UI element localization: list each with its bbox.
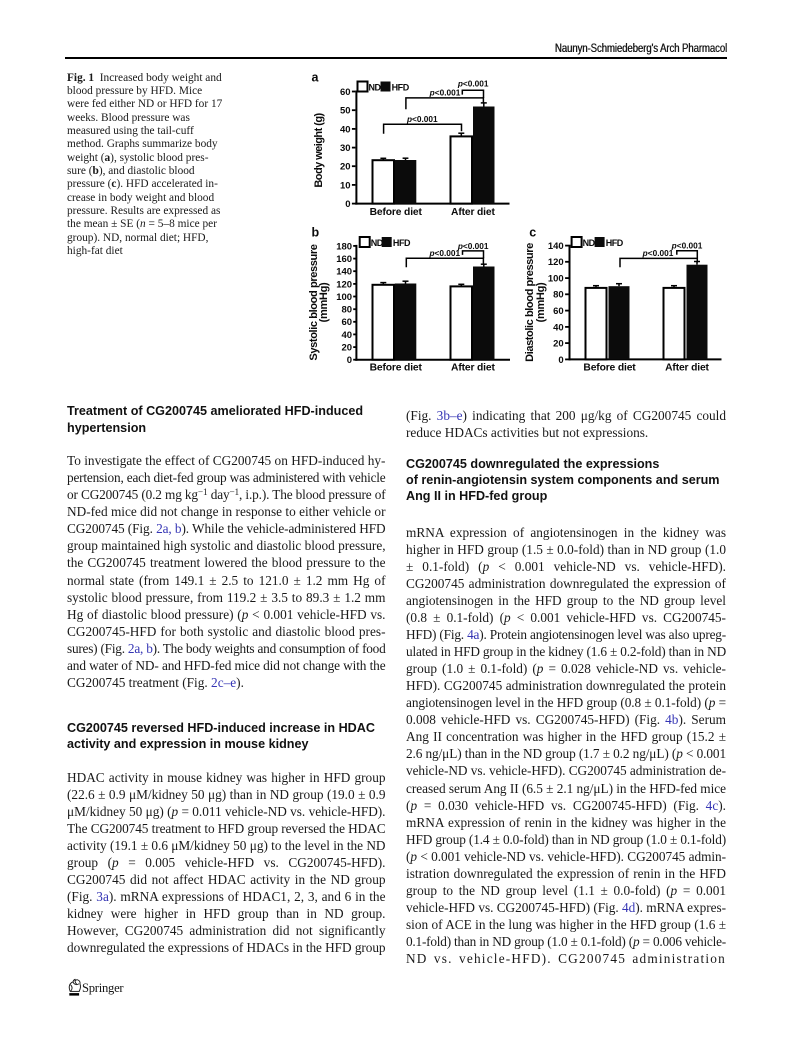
svg-text:80: 80 [342, 305, 353, 316]
svg-text:40: 40 [342, 330, 353, 341]
svg-text:HFD: HFD [392, 83, 410, 93]
svg-text:After diet: After diet [451, 362, 495, 373]
svg-text:40: 40 [340, 124, 351, 135]
svg-text:80: 80 [553, 290, 564, 301]
svg-text:Before diet: Before diet [583, 362, 636, 373]
svg-text:Before diet: Before diet [370, 362, 423, 373]
svg-text:60: 60 [553, 306, 564, 317]
svg-text:0: 0 [558, 355, 563, 366]
svg-text:0: 0 [347, 355, 352, 366]
svg-text:(mmHg): (mmHg) [535, 282, 547, 322]
svg-text:30: 30 [340, 143, 351, 154]
svg-text:HFD: HFD [606, 238, 624, 248]
svg-text:140: 140 [336, 267, 352, 278]
svg-text:Diastolic blood pressure: Diastolic blood pressure [524, 243, 536, 362]
svg-text:60: 60 [340, 87, 351, 98]
svg-text:180: 180 [336, 241, 352, 252]
svg-text:140: 140 [548, 241, 564, 252]
svg-text:HFD: HFD [393, 238, 411, 248]
svg-text:60: 60 [342, 317, 353, 328]
svg-text:0: 0 [345, 199, 350, 210]
svg-text:Before diet: Before diet [370, 207, 423, 218]
svg-text:100: 100 [336, 292, 352, 303]
svg-text:100: 100 [548, 274, 564, 285]
svg-text:40: 40 [553, 322, 564, 333]
svg-text:Springer: Springer [82, 981, 124, 995]
svg-text:p<0.001: p<0.001 [457, 78, 489, 88]
svg-text:p<0.001: p<0.001 [429, 88, 461, 98]
svg-text:p<0.001: p<0.001 [428, 248, 460, 258]
svg-text:(mmHg): (mmHg) [318, 282, 330, 322]
svg-text:ND: ND [369, 83, 382, 93]
svg-text:20: 20 [342, 343, 353, 354]
svg-text:Systolic blood pressure: Systolic blood pressure [308, 244, 320, 360]
svg-text:10: 10 [340, 180, 351, 191]
svg-text:20: 20 [340, 162, 351, 173]
svg-text:a: a [312, 71, 320, 85]
svg-text:c: c [529, 225, 536, 239]
svg-text:p<0.001: p<0.001 [671, 241, 703, 251]
svg-text:160: 160 [336, 254, 352, 265]
svg-text:After diet: After diet [451, 207, 495, 218]
svg-text:p<0.001: p<0.001 [406, 114, 438, 124]
svg-text:Body weight (g): Body weight (g) [313, 112, 325, 187]
svg-text:20: 20 [553, 339, 564, 350]
svg-text:50: 50 [340, 106, 351, 117]
svg-text:ND: ND [371, 238, 384, 248]
svg-text:After diet: After diet [665, 362, 709, 373]
svg-text:b: b [312, 225, 320, 239]
svg-text:p<0.001: p<0.001 [457, 241, 489, 251]
svg-text:120: 120 [548, 257, 564, 268]
svg-text:ND: ND [583, 238, 596, 248]
svg-text:120: 120 [336, 279, 352, 290]
svg-text:p<0.001: p<0.001 [642, 248, 674, 258]
